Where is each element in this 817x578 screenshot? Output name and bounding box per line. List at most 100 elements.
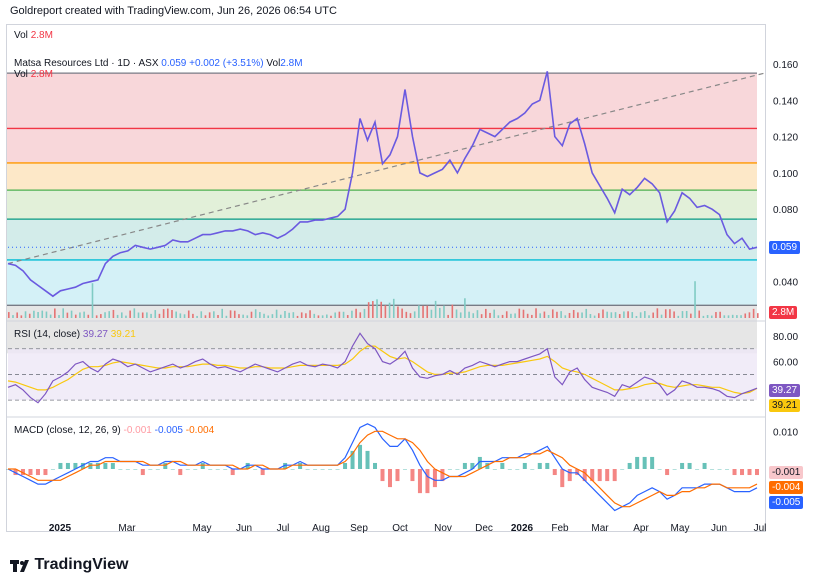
- volume-bar: [330, 315, 332, 318]
- macd-hist-bar: [103, 462, 108, 469]
- volume-bar: [560, 311, 562, 318]
- macd-hist-bar: [43, 469, 48, 476]
- volume-bar: [476, 310, 479, 318]
- macd-hist-bar: [387, 469, 392, 488]
- volume-bar: [664, 309, 667, 318]
- volume-bar: [338, 311, 341, 318]
- macd-hist-bar: [140, 469, 145, 476]
- volume-bar: [137, 312, 140, 318]
- macd-hist-bar: [395, 469, 400, 482]
- macd-hist-tag: -0.001: [769, 466, 804, 479]
- macd-hist-bar: [522, 462, 527, 469]
- volume-bar: [669, 309, 671, 318]
- volume-bar: [91, 283, 94, 318]
- volume-bar: [472, 313, 475, 318]
- volume-bar: [175, 311, 177, 318]
- fib-bands: [7, 72, 757, 354]
- volume-bar: [610, 312, 613, 318]
- volume-bar: [292, 312, 295, 318]
- macd-hist-bar: [260, 469, 265, 476]
- volume-bar: [426, 305, 429, 318]
- macd-hist-bar: [223, 469, 228, 470]
- volume-bar: [397, 306, 399, 318]
- signal-line: [8, 430, 758, 508]
- volume-bar: [681, 311, 684, 318]
- volume-bar: [694, 281, 696, 318]
- volume-bar: [526, 313, 529, 318]
- macd-hist-bar: [253, 469, 258, 470]
- macd-hist-bar: [170, 469, 175, 470]
- volume-bar: [409, 313, 412, 318]
- volume-bar: [480, 314, 483, 318]
- volume-bar: [28, 313, 31, 318]
- macd-signal-value: -0.004: [185, 425, 215, 436]
- volume-bar: [577, 312, 579, 318]
- volume-bar: [346, 315, 349, 318]
- macd-hist-bar: [687, 462, 692, 469]
- volume-bar: [731, 314, 734, 318]
- volume-bar: [141, 312, 144, 318]
- macd-hist-bar: [597, 469, 602, 482]
- volume-bar: [279, 314, 282, 318]
- macd-hist-bar: [500, 462, 505, 469]
- time-tick-label: 2026: [511, 523, 534, 534]
- volume-bar: [451, 304, 454, 318]
- volume-bar: [430, 309, 433, 318]
- volume-bar: [685, 310, 688, 318]
- rsi-legend: RSI (14, close) 39.27 39.21: [14, 329, 136, 340]
- macd-hist-bar: [28, 469, 33, 476]
- volume-bar: [233, 310, 236, 318]
- macd-tick-label: 0.010: [773, 427, 798, 438]
- volume-bar: [95, 315, 98, 318]
- volume-bar: [539, 313, 542, 318]
- macd-hist-bar: [432, 469, 437, 488]
- volume-bar: [673, 311, 675, 318]
- macd-hist-bar: [732, 469, 737, 476]
- fib-band: [7, 73, 757, 129]
- macd-hist-bar: [417, 469, 422, 494]
- volume-bar: [401, 308, 403, 318]
- tradingview-logo[interactable]: TradingView: [10, 556, 128, 574]
- macd-hist-bar: [537, 462, 542, 469]
- rsi-name[interactable]: RSI (14, close): [14, 329, 81, 340]
- volume-bar: [317, 315, 320, 318]
- rsi-ma-tag: 39.21: [769, 399, 801, 412]
- volume-bar: [392, 298, 395, 318]
- time-tick-label: Mar: [118, 523, 136, 534]
- macd-hist-bar: [642, 456, 647, 469]
- price-legend: Matsa Resources Ltd · 1D · ASX 0.059 +0.…: [14, 58, 303, 80]
- volume-bar: [363, 308, 366, 318]
- macd-hist-bar: [755, 469, 759, 476]
- volume-bar: [652, 312, 654, 318]
- volume-bar: [288, 312, 290, 318]
- volume-bar: [309, 310, 311, 318]
- macd-hist-bar: [358, 444, 363, 469]
- volume-bar: [112, 309, 115, 318]
- macd-name[interactable]: MACD (close, 12, 26, 9): [14, 425, 121, 436]
- macd-hist-bar: [335, 469, 340, 470]
- volume-bar: [648, 315, 650, 318]
- volume-bar: [405, 311, 408, 318]
- price-tick-label: 0.080: [773, 205, 798, 216]
- rsi-line: [7, 332, 758, 404]
- rsi-value: 39.27: [82, 329, 108, 340]
- volume-bar: [342, 311, 345, 318]
- price-line: [7, 71, 758, 298]
- trendline: [7, 72, 765, 265]
- macd-hist-bar: [155, 469, 160, 470]
- macd-hist-bar: [747, 469, 752, 476]
- time-tick-label: Jun: [711, 523, 727, 534]
- volume-bar: [585, 308, 588, 318]
- macd-hist-bar: [320, 469, 325, 470]
- volume-bar: [100, 314, 102, 318]
- volume-bar: [710, 315, 713, 318]
- macd-hist-bar: [620, 469, 625, 470]
- volume-bar: [455, 309, 458, 318]
- volume-bar: [614, 312, 617, 318]
- symbol-label[interactable]: Matsa Resources Ltd · 1D · ASX: [14, 58, 159, 69]
- macd-hist-bar: [560, 469, 565, 488]
- volume-bar: [33, 310, 35, 318]
- volume-value: 2.8M: [30, 30, 53, 41]
- macd-hist-bar: [20, 469, 25, 476]
